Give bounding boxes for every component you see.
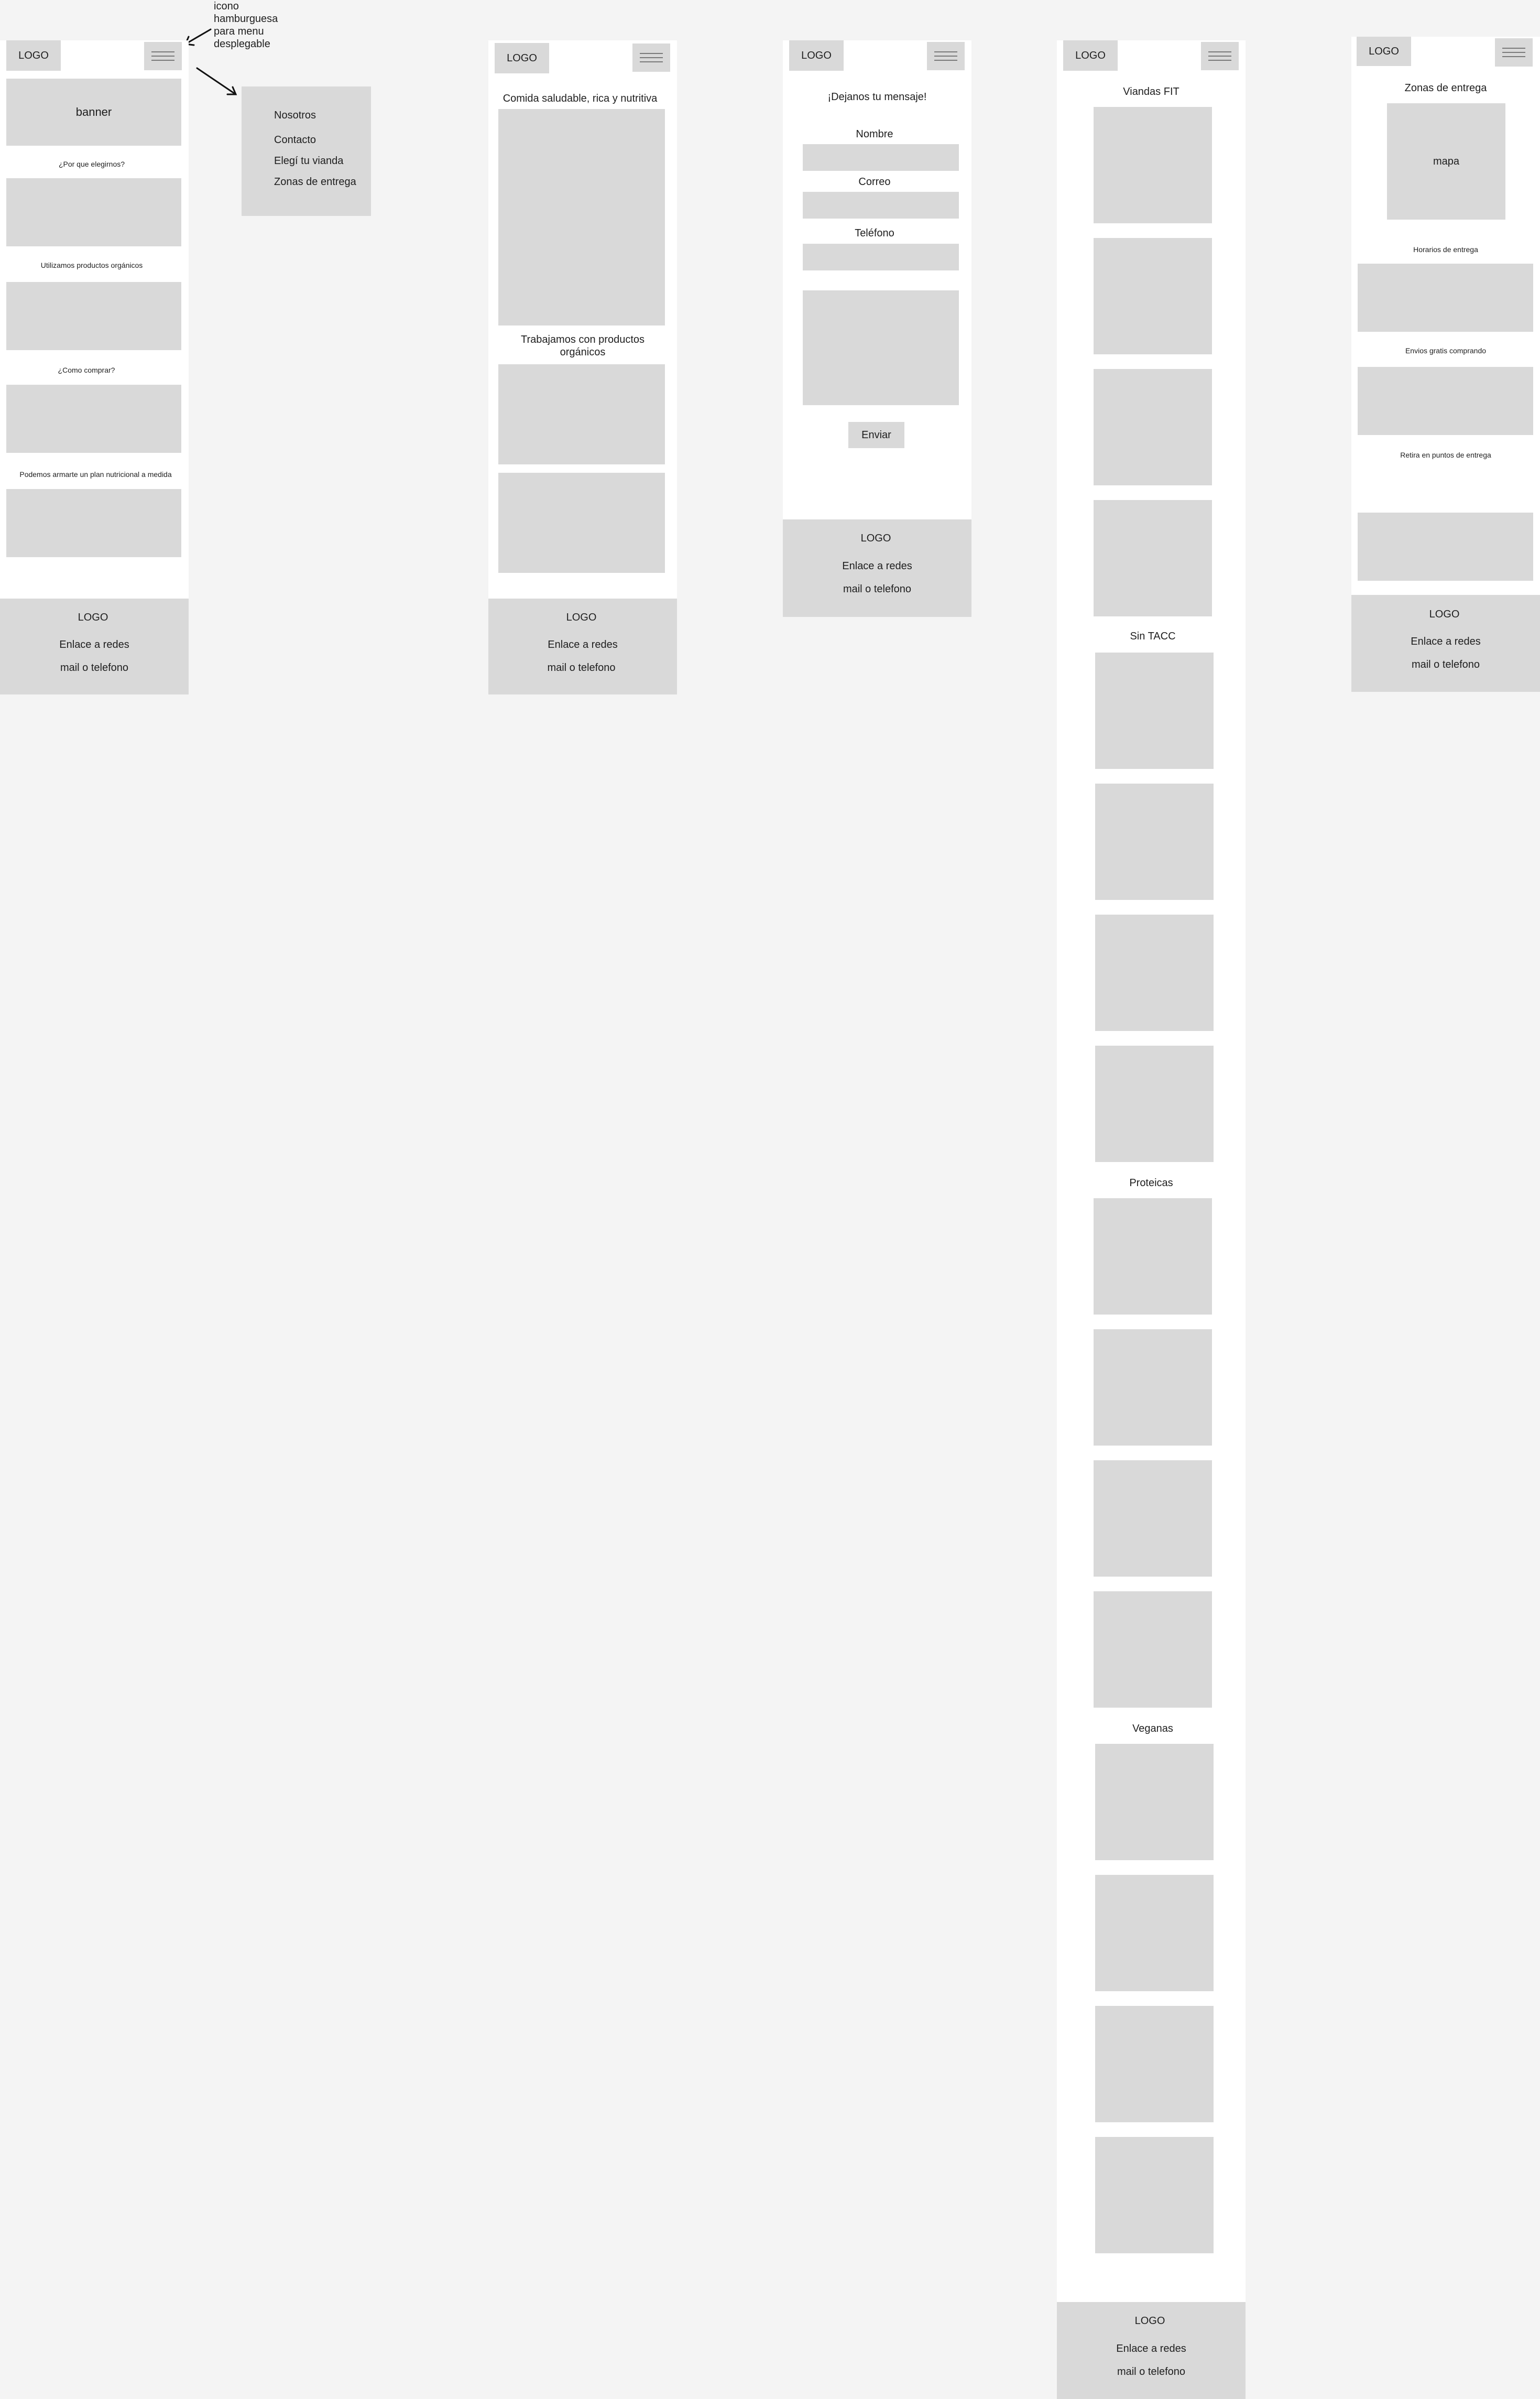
footer-social-link[interactable]: Enlace a redes — [548, 639, 618, 650]
footer-contact: mail o telefono — [547, 662, 616, 674]
footer-logo[interactable]: LOGO — [1429, 609, 1460, 620]
annotation-line: icono — [214, 1, 239, 12]
dropdown-menu — [242, 86, 371, 216]
footer — [1351, 595, 1540, 692]
hamburger-icon[interactable] — [1201, 42, 1239, 70]
image-placeholder — [498, 364, 665, 464]
arrow-to-menu — [196, 67, 237, 95]
product-card[interactable] — [1094, 107, 1212, 223]
product-card[interactable] — [1094, 1460, 1212, 1577]
product-card[interactable] — [1094, 238, 1212, 354]
subheading: Trabajamos con productos orgánicos — [488, 333, 677, 359]
product-card[interactable] — [1095, 1046, 1214, 1162]
arrow-to-menu-head — [226, 86, 237, 95]
product-card[interactable] — [1094, 1329, 1212, 1446]
footer-contact: mail o telefono — [60, 662, 129, 674]
menu-item-vianda[interactable]: Elegí tu vianda — [274, 155, 344, 167]
product-card[interactable] — [1094, 1198, 1212, 1315]
product-card[interactable] — [1095, 1875, 1214, 1991]
image-placeholder — [6, 178, 181, 246]
category-title: Veganas — [1132, 1723, 1173, 1734]
footer — [0, 599, 189, 694]
logo[interactable]: LOGO — [1063, 40, 1118, 71]
map[interactable]: mapa — [1387, 103, 1505, 220]
logo[interactable]: LOGO — [789, 40, 844, 71]
image-placeholder — [1358, 264, 1533, 332]
section-title: ¿Por que elegirnos? — [58, 160, 125, 168]
logo[interactable]: LOGO — [1357, 37, 1411, 66]
product-card[interactable] — [1094, 369, 1212, 485]
footer-logo[interactable]: LOGO — [860, 533, 891, 544]
product-card[interactable] — [1095, 915, 1214, 1031]
name-field[interactable] — [803, 144, 959, 171]
page-title: Zonas de entrega — [1404, 82, 1487, 94]
banner: banner — [6, 79, 181, 146]
phone-field[interactable] — [803, 244, 959, 270]
message-field[interactable] — [803, 290, 959, 405]
image-placeholder — [1358, 367, 1533, 435]
product-card[interactable] — [1095, 1744, 1214, 1860]
section-title: Horarios de entrega — [1413, 245, 1478, 254]
section-title: Podemos armarte un plan nutricional a me… — [19, 470, 172, 479]
annotation-line: hamburguesa — [214, 13, 278, 25]
hamburger-icon[interactable] — [1495, 38, 1533, 67]
footer-social-link[interactable]: Enlace a redes — [1116, 2343, 1186, 2354]
footer-contact: mail o telefono — [1117, 2366, 1186, 2378]
annotation-arrows — [184, 28, 237, 95]
annotation-line: desplegable — [214, 38, 270, 50]
annotation-line: para menu — [214, 26, 264, 37]
product-card[interactable] — [1095, 2006, 1214, 2122]
logo[interactable]: LOGO — [495, 43, 549, 73]
subheading-line: orgánicos — [560, 346, 606, 358]
footer-logo[interactable]: LOGO — [78, 612, 108, 623]
image-placeholder — [1358, 513, 1533, 581]
hamburger-icon[interactable] — [927, 42, 965, 70]
menu-item-contacto[interactable]: Contacto — [274, 134, 316, 146]
section-title: ¿Como comprar? — [58, 366, 115, 374]
name-label: Nombre — [856, 128, 893, 140]
section-title: Envios gratis comprando — [1405, 346, 1487, 355]
image-placeholder — [6, 282, 181, 350]
subheading-line: Trabajamos con productos — [520, 334, 645, 345]
form-title: ¡Dejanos tu mensaje! — [827, 91, 927, 103]
image-placeholder — [498, 109, 665, 325]
product-card[interactable] — [1094, 1591, 1212, 1708]
footer-logo[interactable]: LOGO — [1134, 2315, 1165, 2327]
footer-social-link[interactable]: Enlace a redes — [59, 639, 129, 650]
logo[interactable]: LOGO — [6, 40, 61, 71]
email-label: Correo — [858, 176, 891, 188]
footer-social-link[interactable]: Enlace a redes — [1411, 636, 1481, 647]
footer — [783, 519, 971, 617]
menu-item-zonas[interactable]: Zonas de entrega — [274, 176, 356, 188]
image-placeholder — [498, 473, 665, 573]
hamburger-icon[interactable] — [632, 44, 670, 72]
footer-social-link[interactable]: Enlace a redes — [842, 560, 912, 572]
category-title: Proteicas — [1129, 1177, 1173, 1189]
footer-contact: mail o telefono — [1411, 659, 1480, 670]
image-placeholder — [6, 489, 181, 557]
arrow-to-hamburger — [184, 28, 212, 45]
footer — [488, 599, 677, 694]
category-title: Sin TACC — [1130, 631, 1176, 642]
email-field[interactable] — [803, 192, 959, 219]
category-title: Viandas FIT — [1123, 86, 1179, 97]
image-placeholder — [6, 385, 181, 453]
hamburger-icon[interactable] — [144, 42, 182, 70]
footer-logo[interactable]: LOGO — [566, 612, 597, 623]
phone-label: Teléfono — [855, 227, 894, 239]
footer — [1057, 2302, 1246, 2399]
product-card[interactable] — [1095, 784, 1214, 900]
frame-home — [0, 40, 189, 694]
product-card[interactable] — [1095, 653, 1214, 769]
annotation-note: icono hamburguesa para menu desplegable — [214, 0, 278, 50]
headline: Comida saludable, rica y nutritiva — [503, 93, 658, 104]
footer-contact: mail o telefono — [843, 583, 912, 595]
menu-item-nosotros[interactable]: Nosotros — [274, 110, 316, 121]
submit-button[interactable]: Enviar — [848, 422, 904, 448]
section-title: Retira en puntos de entrega — [1400, 451, 1491, 459]
section-title: Utilizamos productos orgánicos — [40, 261, 143, 269]
product-card[interactable] — [1094, 500, 1212, 616]
product-card[interactable] — [1095, 2137, 1214, 2253]
